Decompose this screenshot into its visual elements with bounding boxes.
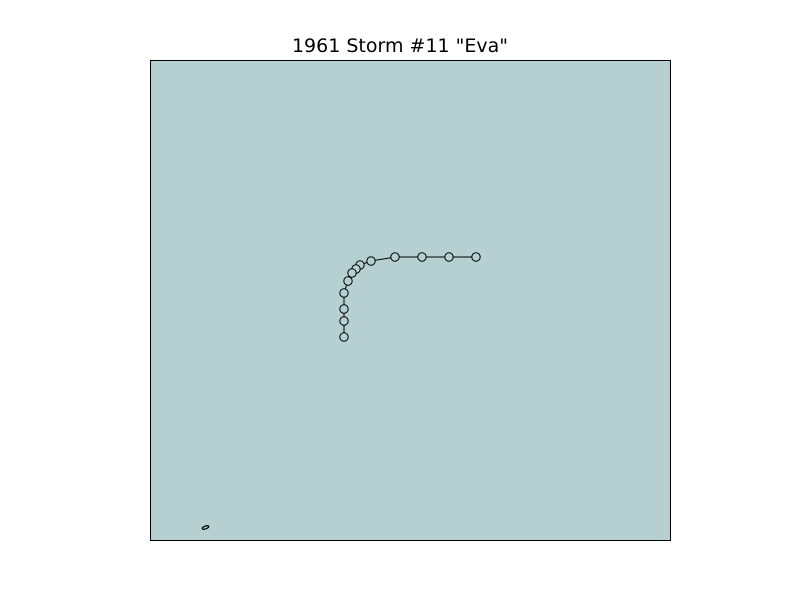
track-point-marker — [339, 288, 349, 298]
track-point-marker — [471, 252, 481, 262]
map-frame — [150, 60, 671, 541]
track-point-marker — [339, 304, 349, 314]
map-title: 1961 Storm #11 "Eva" — [291, 35, 509, 57]
track-point-marker — [339, 332, 349, 342]
track-point-marker — [444, 252, 454, 262]
ocean-background — [150, 60, 671, 541]
small-island — [201, 525, 210, 530]
track-point-marker — [366, 256, 376, 266]
track-point-marker — [339, 316, 349, 326]
track-point-marker — [417, 252, 427, 262]
storm-track-layer — [339, 252, 481, 342]
track-point-marker — [343, 276, 353, 286]
track-point-marker — [347, 268, 357, 278]
track-point-marker — [390, 252, 400, 262]
